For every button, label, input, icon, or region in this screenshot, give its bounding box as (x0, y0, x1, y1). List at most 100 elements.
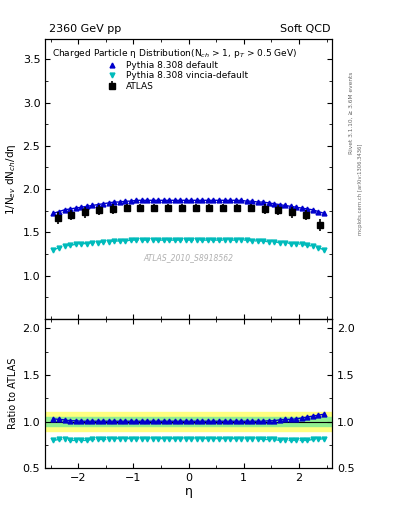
Pythia 8.308 default (266, 200, 271, 206)
Pythia 8.308 vincia-default (62, 243, 67, 249)
Pythia 8.308 vincia-default (129, 237, 133, 243)
Pythia 8.308 vincia-default (112, 238, 116, 244)
Pythia 8.308 default (79, 204, 83, 210)
Pythia 8.308 default (101, 201, 105, 207)
Pythia 8.308 vincia-default (57, 245, 61, 251)
Pythia 8.308 default (167, 197, 172, 203)
Pythia 8.308 default (184, 197, 188, 203)
Pythia 8.308 default (189, 197, 194, 203)
Pythia 8.308 default (134, 197, 139, 203)
Pythia 8.308 default (118, 199, 122, 205)
Text: 2360 GeV pp: 2360 GeV pp (49, 24, 121, 34)
Pythia 8.308 vincia-default (140, 237, 144, 243)
Pythia 8.308 vincia-default (288, 241, 293, 247)
Pythia 8.308 vincia-default (167, 237, 172, 243)
Pythia 8.308 default (195, 197, 199, 203)
Pythia 8.308 vincia-default (217, 237, 221, 243)
Pythia 8.308 vincia-default (261, 238, 266, 244)
Pythia 8.308 default (156, 197, 161, 203)
Pythia 8.308 vincia-default (299, 241, 304, 247)
Pythia 8.308 vincia-default (272, 239, 277, 245)
Pythia 8.308 default (62, 207, 67, 213)
Pythia 8.308 vincia-default (266, 239, 271, 245)
Pythia 8.308 vincia-default (68, 242, 72, 248)
Pythia 8.308 default (277, 202, 282, 208)
Y-axis label: Ratio to ATLAS: Ratio to ATLAS (8, 358, 18, 430)
Y-axis label: 1/N$_{ev}$ dN$_{ch}$/dη: 1/N$_{ev}$ dN$_{ch}$/dη (4, 143, 18, 215)
Text: Rivet 3.1.10, ≥ 3.6M events: Rivet 3.1.10, ≥ 3.6M events (349, 72, 354, 154)
Pythia 8.308 vincia-default (95, 240, 100, 246)
Pythia 8.308 default (233, 197, 238, 203)
Pythia 8.308 vincia-default (244, 237, 249, 243)
Pythia 8.308 default (305, 206, 310, 212)
Text: ATLAS_2010_S8918562: ATLAS_2010_S8918562 (143, 253, 234, 262)
Pythia 8.308 default (222, 197, 227, 203)
Pythia 8.308 default (206, 197, 210, 203)
Pythia 8.308 default (51, 210, 56, 217)
Text: mcplots.cern.ch [arXiv:1306.3436]: mcplots.cern.ch [arXiv:1306.3436] (358, 144, 363, 235)
Pythia 8.308 vincia-default (184, 237, 188, 243)
Pythia 8.308 default (228, 197, 232, 203)
Pythia 8.308 vincia-default (211, 237, 216, 243)
Pythia 8.308 default (321, 210, 326, 217)
Pythia 8.308 vincia-default (195, 237, 199, 243)
Pythia 8.308 vincia-default (51, 247, 56, 253)
Pythia 8.308 vincia-default (162, 237, 166, 243)
Pythia 8.308 default (288, 203, 293, 209)
Pythia 8.308 default (162, 197, 166, 203)
Pythia 8.308 vincia-default (294, 241, 299, 247)
Pythia 8.308 default (178, 197, 183, 203)
Line: Pythia 8.308 vincia-default: Pythia 8.308 vincia-default (51, 238, 326, 252)
Pythia 8.308 vincia-default (277, 240, 282, 246)
Pythia 8.308 default (272, 201, 277, 207)
Pythia 8.308 default (261, 199, 266, 205)
Pythia 8.308 vincia-default (106, 239, 111, 245)
Pythia 8.308 default (316, 208, 321, 215)
Pythia 8.308 default (95, 202, 100, 208)
Pythia 8.308 default (57, 208, 61, 215)
Text: Soft QCD: Soft QCD (280, 24, 330, 34)
Pythia 8.308 default (211, 197, 216, 203)
Pythia 8.308 vincia-default (305, 242, 310, 248)
Pythia 8.308 vincia-default (123, 238, 128, 244)
Pythia 8.308 vincia-default (90, 240, 94, 246)
Pythia 8.308 default (299, 205, 304, 211)
Pythia 8.308 vincia-default (228, 237, 232, 243)
Pythia 8.308 vincia-default (145, 237, 150, 243)
Pythia 8.308 default (310, 207, 315, 213)
Pythia 8.308 vincia-default (73, 241, 78, 247)
Pythia 8.308 vincia-default (222, 237, 227, 243)
Pythia 8.308 vincia-default (178, 237, 183, 243)
Pythia 8.308 vincia-default (173, 237, 177, 243)
Pythia 8.308 default (106, 200, 111, 206)
Pythia 8.308 vincia-default (134, 237, 139, 243)
Pythia 8.308 vincia-default (118, 238, 122, 244)
Pythia 8.308 default (255, 199, 260, 205)
Pythia 8.308 default (129, 198, 133, 204)
Pythia 8.308 vincia-default (151, 237, 155, 243)
Pythia 8.308 vincia-default (316, 245, 321, 251)
Pythia 8.308 default (68, 206, 72, 212)
Pythia 8.308 default (283, 202, 288, 208)
Pythia 8.308 default (123, 198, 128, 204)
Pythia 8.308 vincia-default (233, 237, 238, 243)
Pythia 8.308 default (250, 198, 254, 204)
Line: Pythia 8.308 default: Pythia 8.308 default (51, 198, 326, 216)
Pythia 8.308 vincia-default (156, 237, 161, 243)
Pythia 8.308 default (151, 197, 155, 203)
Pythia 8.308 default (294, 204, 299, 210)
Pythia 8.308 default (217, 197, 221, 203)
Pythia 8.308 vincia-default (84, 241, 89, 247)
Pythia 8.308 default (84, 203, 89, 209)
X-axis label: η: η (185, 485, 193, 498)
Pythia 8.308 vincia-default (206, 237, 210, 243)
Pythia 8.308 vincia-default (250, 238, 254, 244)
Pythia 8.308 vincia-default (255, 238, 260, 244)
Pythia 8.308 default (239, 197, 243, 203)
Pythia 8.308 default (244, 198, 249, 204)
Pythia 8.308 vincia-default (321, 247, 326, 253)
Pythia 8.308 default (173, 197, 177, 203)
Pythia 8.308 default (145, 197, 150, 203)
Pythia 8.308 vincia-default (189, 237, 194, 243)
Pythia 8.308 default (140, 197, 144, 203)
